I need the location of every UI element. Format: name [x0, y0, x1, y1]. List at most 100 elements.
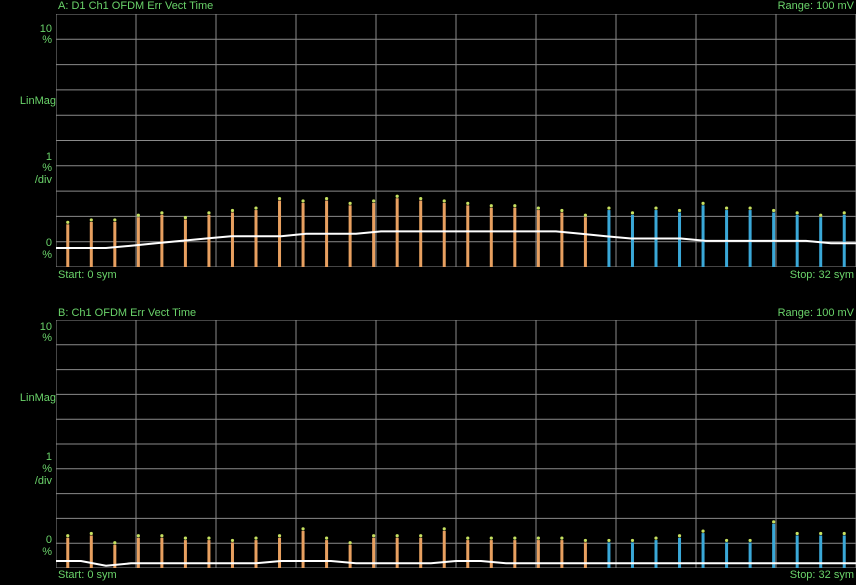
- y-div-label: /div: [34, 475, 52, 487]
- symbol-bar: [348, 205, 352, 267]
- symbol-peak-marker: [113, 218, 117, 222]
- symbol-peak-marker: [842, 211, 846, 215]
- symbol-bar: [442, 530, 446, 568]
- symbol-bar: [301, 530, 305, 568]
- symbol-bar: [678, 212, 682, 267]
- symbol-bar: [748, 542, 752, 568]
- symbol-bar: [136, 217, 140, 267]
- y-div-unit: %: [42, 162, 52, 174]
- symbol-bar: [466, 540, 470, 568]
- symbol-bar: [419, 537, 423, 568]
- symbol-peak-marker: [301, 199, 305, 203]
- y-top-unit: %: [42, 34, 52, 46]
- symbol-peak-marker: [842, 531, 846, 536]
- y-bottom-value: 0: [45, 237, 52, 249]
- grid: [56, 320, 856, 568]
- y-bottom-value: 0: [45, 534, 52, 546]
- symbol-bar: [207, 540, 211, 568]
- symbol-peak-marker: [513, 204, 517, 208]
- start-readout: Start: 0 sym: [58, 269, 117, 281]
- symbol-bar: [89, 535, 93, 568]
- symbol-peak-marker: [677, 534, 682, 538]
- y-div-value: 1: [45, 451, 52, 463]
- symbol-peak-marker: [160, 534, 164, 538]
- symbol-peak-marker: [560, 536, 564, 540]
- symbol-bar: [560, 212, 564, 267]
- symbol-bar: [607, 210, 611, 267]
- y-div-value: 1: [45, 151, 52, 163]
- range-readout: Range: 100 mV: [777, 307, 854, 319]
- symbol-peak-marker: [677, 208, 682, 213]
- symbol-peak-marker: [748, 206, 752, 210]
- symbol-peak-marker: [701, 201, 705, 205]
- symbol-bar: [772, 212, 776, 267]
- symbol-peak-marker: [630, 211, 635, 215]
- symbol-bar: [372, 202, 376, 267]
- symbol-bar: [395, 537, 399, 568]
- symbol-peak-marker: [277, 534, 282, 538]
- symbol-peak-marker: [324, 196, 329, 201]
- symbol-bar: [748, 210, 752, 267]
- symbol-peak-marker: [419, 534, 423, 538]
- symbol-peak-marker: [536, 206, 540, 210]
- symbol-bar: [419, 200, 423, 267]
- symbol-bar: [325, 540, 329, 568]
- symbol-peak-marker: [277, 196, 282, 201]
- symbol-peak-marker: [607, 206, 611, 210]
- symbol-bar: [183, 540, 187, 568]
- symbol-peak-marker: [348, 541, 352, 545]
- symbol-bar: [254, 540, 258, 568]
- symbol-peak-marker: [395, 534, 399, 538]
- symbol-peak-marker: [254, 536, 258, 540]
- symbol-bar: [607, 542, 611, 568]
- symbol-bar: [536, 210, 540, 267]
- symbol-peak-marker: [372, 534, 376, 538]
- mean-error-trace: [56, 560, 856, 567]
- symbol-bar: [372, 537, 376, 568]
- symbol-peak-marker: [724, 206, 729, 210]
- symbol-bar: [230, 542, 234, 568]
- trace-plot-b[interactable]: [56, 320, 856, 568]
- grid: [56, 14, 856, 267]
- symbol-peak-marker: [136, 534, 140, 538]
- y-top-unit: %: [42, 332, 52, 344]
- symbol-bar: [489, 207, 493, 267]
- symbol-peak-marker: [207, 211, 211, 215]
- trace-panel-b: B: Ch1 OFDM Err Vect Time Range: 100 mV …: [0, 307, 856, 585]
- symbol-bar: [89, 221, 93, 267]
- trace-plot-a[interactable]: [56, 14, 856, 267]
- stop-readout: Stop: 32 sym: [789, 569, 854, 581]
- symbol-peak-marker: [419, 196, 423, 201]
- symbol-bar: [560, 540, 564, 568]
- symbol-peak-marker: [701, 529, 705, 533]
- symbol-bar: [513, 207, 517, 267]
- symbol-bar: [725, 542, 729, 568]
- symbol-peak-marker: [136, 213, 140, 217]
- symbol-peak-marker: [607, 538, 611, 543]
- mean-error-trace: [56, 230, 856, 249]
- symbol-bar: [442, 202, 446, 267]
- symbol-peak-marker: [66, 534, 70, 538]
- symbol-peak-marker: [795, 211, 799, 215]
- symbol-peak-marker: [819, 531, 823, 536]
- symbol-bar: [466, 205, 470, 267]
- symbol-peak-marker: [395, 194, 399, 198]
- y-div-label: /div: [34, 174, 52, 186]
- symbol-bar: [278, 200, 282, 267]
- symbol-peak-marker: [466, 201, 470, 205]
- symbol-peak-marker: [442, 527, 446, 531]
- symbol-bar: [160, 214, 164, 267]
- symbol-bar: [489, 540, 493, 568]
- symbol-bar: [842, 214, 846, 267]
- symbol-bar: [254, 210, 258, 267]
- symbol-peak-marker: [583, 213, 588, 217]
- symbol-bar: [772, 523, 776, 568]
- symbol-peak-marker: [66, 220, 70, 224]
- symbol-peak-marker: [654, 536, 658, 540]
- start-readout: Start: 0 sym: [58, 569, 117, 581]
- symbol-peak-marker: [583, 538, 588, 543]
- symbol-peak-marker: [489, 536, 493, 540]
- symbol-peak-marker: [560, 208, 564, 213]
- symbol-peak-marker: [348, 201, 352, 205]
- symbol-bar: [207, 214, 211, 267]
